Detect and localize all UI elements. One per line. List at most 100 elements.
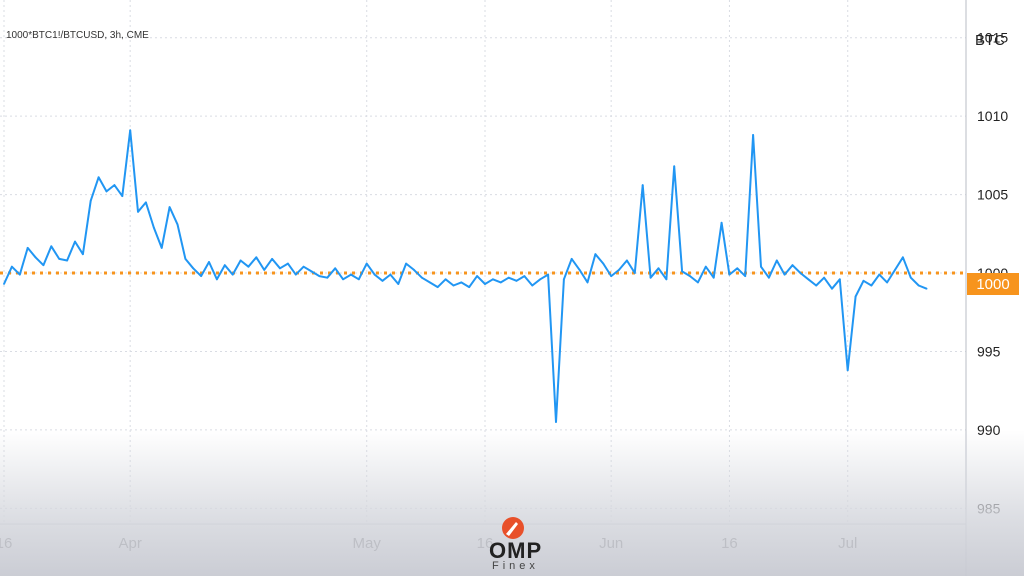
data-point <box>389 273 392 276</box>
data-point <box>286 262 289 265</box>
data-point <box>618 268 620 271</box>
data-point <box>838 278 841 281</box>
data-point <box>279 267 281 270</box>
data-point <box>168 206 171 209</box>
x-tick-label: 16 <box>0 535 12 552</box>
data-point <box>89 199 92 202</box>
data-point <box>807 278 810 281</box>
data-point <box>917 284 920 287</box>
data-point <box>81 253 84 256</box>
data-point <box>216 278 218 281</box>
data-point <box>105 190 108 193</box>
y-tick-label: 1010 <box>977 108 1008 124</box>
data-point <box>74 240 76 243</box>
data-point <box>799 272 802 274</box>
data-point <box>697 281 699 284</box>
data-point <box>58 257 61 260</box>
data-point <box>121 195 124 198</box>
data-point <box>649 276 652 279</box>
currency-label: BTC <box>975 32 1005 49</box>
data-point <box>720 221 723 224</box>
data-point <box>334 267 337 270</box>
data-point <box>10 265 13 268</box>
data-point <box>515 279 518 282</box>
data-point <box>200 275 203 278</box>
data-point <box>823 276 825 279</box>
data-point <box>846 369 849 372</box>
data-point <box>208 261 210 263</box>
data-point <box>491 278 494 281</box>
data-point <box>681 270 684 273</box>
data-point <box>689 275 691 278</box>
data-point <box>602 262 605 265</box>
data-point <box>113 184 116 187</box>
data-point <box>791 264 794 267</box>
data-point <box>310 270 313 273</box>
data-point <box>578 268 581 271</box>
data-point <box>42 264 45 267</box>
data-point <box>570 257 573 260</box>
x-tick-label: Jun <box>599 535 623 552</box>
data-point <box>294 273 297 276</box>
logo-sub: Finex <box>492 560 539 572</box>
data-point <box>97 176 100 179</box>
data-point <box>547 273 549 276</box>
data-point <box>902 256 904 259</box>
data-point <box>728 273 731 276</box>
x-tick-label: 16 <box>721 535 738 552</box>
data-point <box>531 284 534 287</box>
data-point <box>223 264 226 267</box>
data-point <box>744 275 747 278</box>
data-point <box>263 268 266 271</box>
data-point <box>192 267 195 270</box>
logo-brand: OMP <box>489 538 543 563</box>
data-point <box>476 275 479 278</box>
data-point <box>752 134 754 136</box>
data-point <box>357 278 360 281</box>
data-point <box>854 295 857 298</box>
chart-grid <box>0 0 966 524</box>
data-point <box>831 287 833 290</box>
y-tick-label: 1005 <box>977 187 1008 203</box>
data-point <box>413 268 415 271</box>
series-layer <box>3 129 928 423</box>
data-point <box>421 276 423 279</box>
data-point <box>610 275 613 278</box>
data-point <box>909 276 912 279</box>
data-point <box>586 281 589 284</box>
data-point <box>760 265 762 268</box>
data-point <box>436 286 439 289</box>
data-point <box>657 267 660 270</box>
y-tick-label: 990 <box>977 422 1001 438</box>
data-point <box>152 226 155 229</box>
data-point <box>66 259 68 262</box>
price-line <box>3 129 927 423</box>
data-point <box>870 284 873 287</box>
data-point <box>271 257 273 260</box>
data-point <box>326 276 329 279</box>
x-tick-label: Jul <box>838 535 857 552</box>
data-point <box>342 278 344 281</box>
data-point <box>255 256 258 259</box>
data-point <box>444 278 447 281</box>
y-tick-label: 995 <box>977 343 1001 359</box>
data-point <box>886 281 889 284</box>
data-point <box>381 279 384 282</box>
data-point <box>18 273 21 276</box>
data-point <box>555 421 557 423</box>
data-point <box>26 247 29 249</box>
data-point <box>783 273 786 276</box>
symbol-label: 1000*BTC1!/BTCUSD, 3h, CME <box>6 30 149 41</box>
data-point <box>365 262 368 265</box>
data-point <box>878 273 881 276</box>
data-point <box>562 278 565 281</box>
data-point <box>539 278 542 281</box>
data-point <box>633 272 636 274</box>
data-point <box>129 129 132 132</box>
data-point <box>231 273 234 276</box>
data-point <box>665 278 668 281</box>
data-point <box>767 276 770 279</box>
data-point <box>3 283 5 285</box>
